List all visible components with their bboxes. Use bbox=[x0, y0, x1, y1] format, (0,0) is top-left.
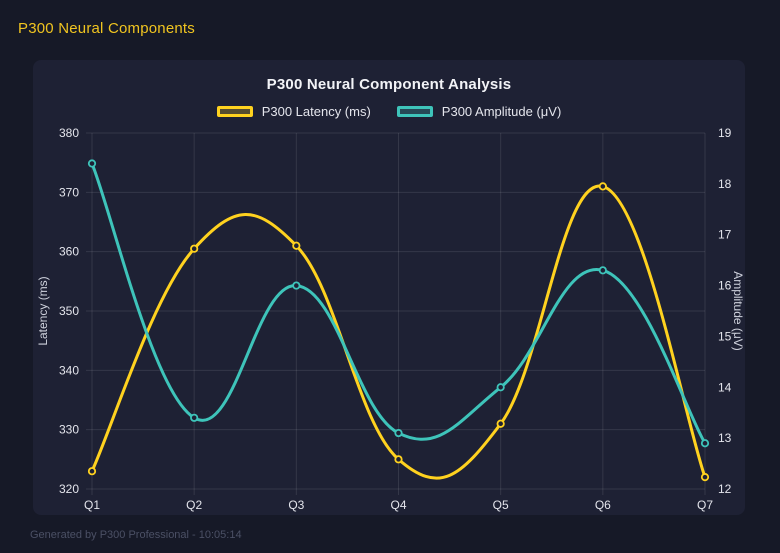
y-left-tick-label: 330 bbox=[59, 423, 79, 437]
chart-title: P300 Neural Component Analysis bbox=[266, 76, 512, 93]
y-right-tick-label: 13 bbox=[718, 431, 732, 445]
data-point-1[interactable] bbox=[394, 428, 403, 438]
y-right-tick-label: 14 bbox=[718, 380, 732, 394]
data-point-1[interactable] bbox=[190, 413, 199, 422]
footer-text: Generated by P300 Professional - 10:05:1… bbox=[30, 529, 242, 541]
x-tick-label: Q3 bbox=[288, 498, 304, 512]
y-left-tick-label: 370 bbox=[59, 185, 79, 199]
y-right-tick-label: 18 bbox=[718, 177, 732, 191]
x-tick-label: Q4 bbox=[390, 498, 406, 512]
legend-item-amplitude[interactable]: P300 Amplitude (μV) bbox=[396, 103, 562, 119]
y-left-axis-title: Latency (ms) bbox=[36, 276, 50, 345]
data-point-0[interactable] bbox=[190, 244, 199, 253]
y-right-tick-label: 19 bbox=[718, 126, 732, 140]
y-left-tick-label: 320 bbox=[59, 482, 79, 496]
y-right-tick-label: 16 bbox=[718, 279, 732, 293]
data-point-0[interactable] bbox=[700, 473, 710, 482]
data-point-0[interactable] bbox=[394, 455, 403, 464]
data-point-0[interactable] bbox=[87, 467, 97, 476]
chart-legend: P300 Latency (ms) P300 Amplitude (μV) bbox=[33, 102, 745, 120]
data-point-1[interactable] bbox=[598, 266, 607, 275]
x-tick-label: Q7 bbox=[697, 498, 713, 512]
data-point-1[interactable] bbox=[496, 383, 505, 392]
x-tick-label: Q5 bbox=[493, 498, 509, 512]
data-point-0[interactable] bbox=[496, 419, 505, 428]
x-tick-label: Q1 bbox=[84, 498, 100, 512]
y-left-tick-label: 380 bbox=[59, 126, 79, 140]
x-tick-label: Q6 bbox=[595, 498, 611, 512]
y-right-tick-label: 12 bbox=[718, 482, 732, 496]
data-point-0[interactable] bbox=[598, 182, 607, 191]
y-left-tick-label: 350 bbox=[59, 304, 79, 318]
y-right-tick-label: 17 bbox=[718, 228, 732, 242]
legend-item-latency[interactable]: P300 Latency (ms) bbox=[216, 103, 371, 119]
legend-label-amplitude: P300 Amplitude (μV) bbox=[441, 103, 562, 119]
legend-label-latency: P300 Latency (ms) bbox=[261, 103, 371, 119]
legend-swatch-latency-icon bbox=[216, 105, 253, 117]
data-point-1[interactable] bbox=[292, 281, 301, 290]
y-right-tick-label: 15 bbox=[718, 329, 732, 343]
app-title: P300 Neural Components bbox=[18, 20, 196, 37]
x-tick-label: Q2 bbox=[186, 498, 202, 512]
y-right-axis-title: Amplitude (μV) bbox=[731, 271, 745, 351]
y-left-tick-label: 360 bbox=[59, 245, 79, 259]
y-left-tick-label: 340 bbox=[59, 363, 79, 377]
chart-card: 320 330 340 350 360 370 380 12 13 14 15 16 17 18 19 Q1 Q… bbox=[33, 60, 745, 515]
legend-swatch-amplitude-icon bbox=[396, 105, 433, 117]
data-point-1[interactable] bbox=[700, 439, 710, 448]
chart-canvas[interactable]: 320 330 340 350 360 370 380 12 13 14 15 16 17 18 19 Q1 Q… bbox=[33, 60, 745, 515]
data-point-0[interactable] bbox=[292, 241, 301, 250]
data-point-1[interactable] bbox=[87, 159, 97, 168]
